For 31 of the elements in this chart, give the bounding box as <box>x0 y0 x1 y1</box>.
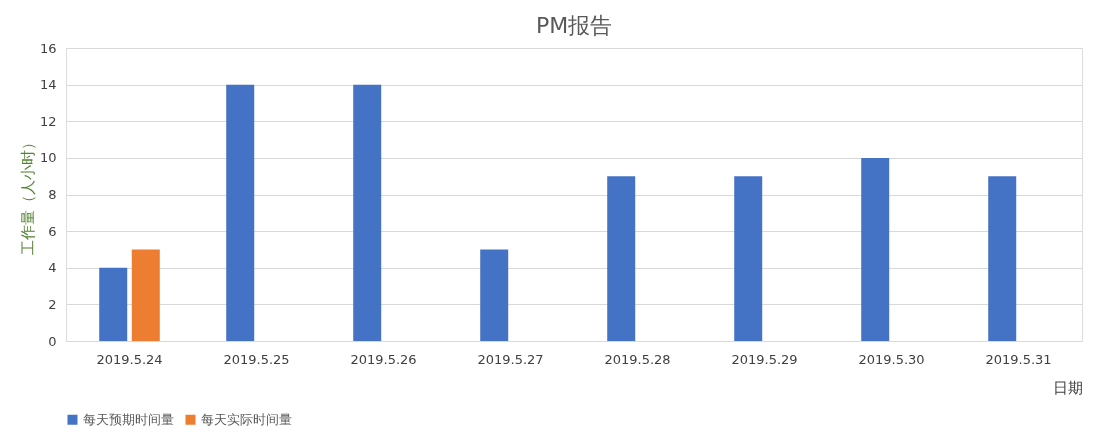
x-tick-label: 2019.5.29 <box>731 351 798 367</box>
y-tick-label: 0 <box>48 333 57 349</box>
y-tick-label: 14 <box>39 77 57 93</box>
bar <box>480 249 509 341</box>
x-tick-label: 2019.5.28 <box>604 351 671 367</box>
x-tick-label: 2019.5.27 <box>477 351 544 367</box>
y-tick-label: 16 <box>39 40 57 56</box>
y-tick-label: 10 <box>39 150 57 166</box>
legend-label: 每天预期时间量 <box>83 411 174 427</box>
bar <box>861 157 890 341</box>
legend-label: 每天实际时间量 <box>201 411 292 427</box>
bar <box>353 84 382 341</box>
x-tick-label: 2019.5.30 <box>858 351 925 367</box>
bar <box>99 267 128 341</box>
x-tick-label: 2019.5.25 <box>223 351 290 367</box>
y-tick-label: 2 <box>48 296 57 312</box>
bar <box>226 84 255 341</box>
chart-title: PM报告 <box>535 13 613 38</box>
bar <box>988 176 1017 341</box>
bar <box>734 176 763 341</box>
x-tick-label: 2019.5.26 <box>350 351 417 367</box>
x-tick-label: 2019.5.31 <box>985 351 1052 367</box>
y-axis-title: 工作量（人小时） <box>18 135 37 255</box>
bar <box>607 176 636 341</box>
y-tick-label: 12 <box>39 113 57 129</box>
bar <box>131 249 160 341</box>
x-tick-label: 2019.5.24 <box>96 351 163 367</box>
y-tick-label: 4 <box>48 260 57 276</box>
y-tick-label: 6 <box>48 223 57 239</box>
y-tick-label: 8 <box>48 187 57 202</box>
x-axis-title: 日期 <box>1052 378 1083 397</box>
